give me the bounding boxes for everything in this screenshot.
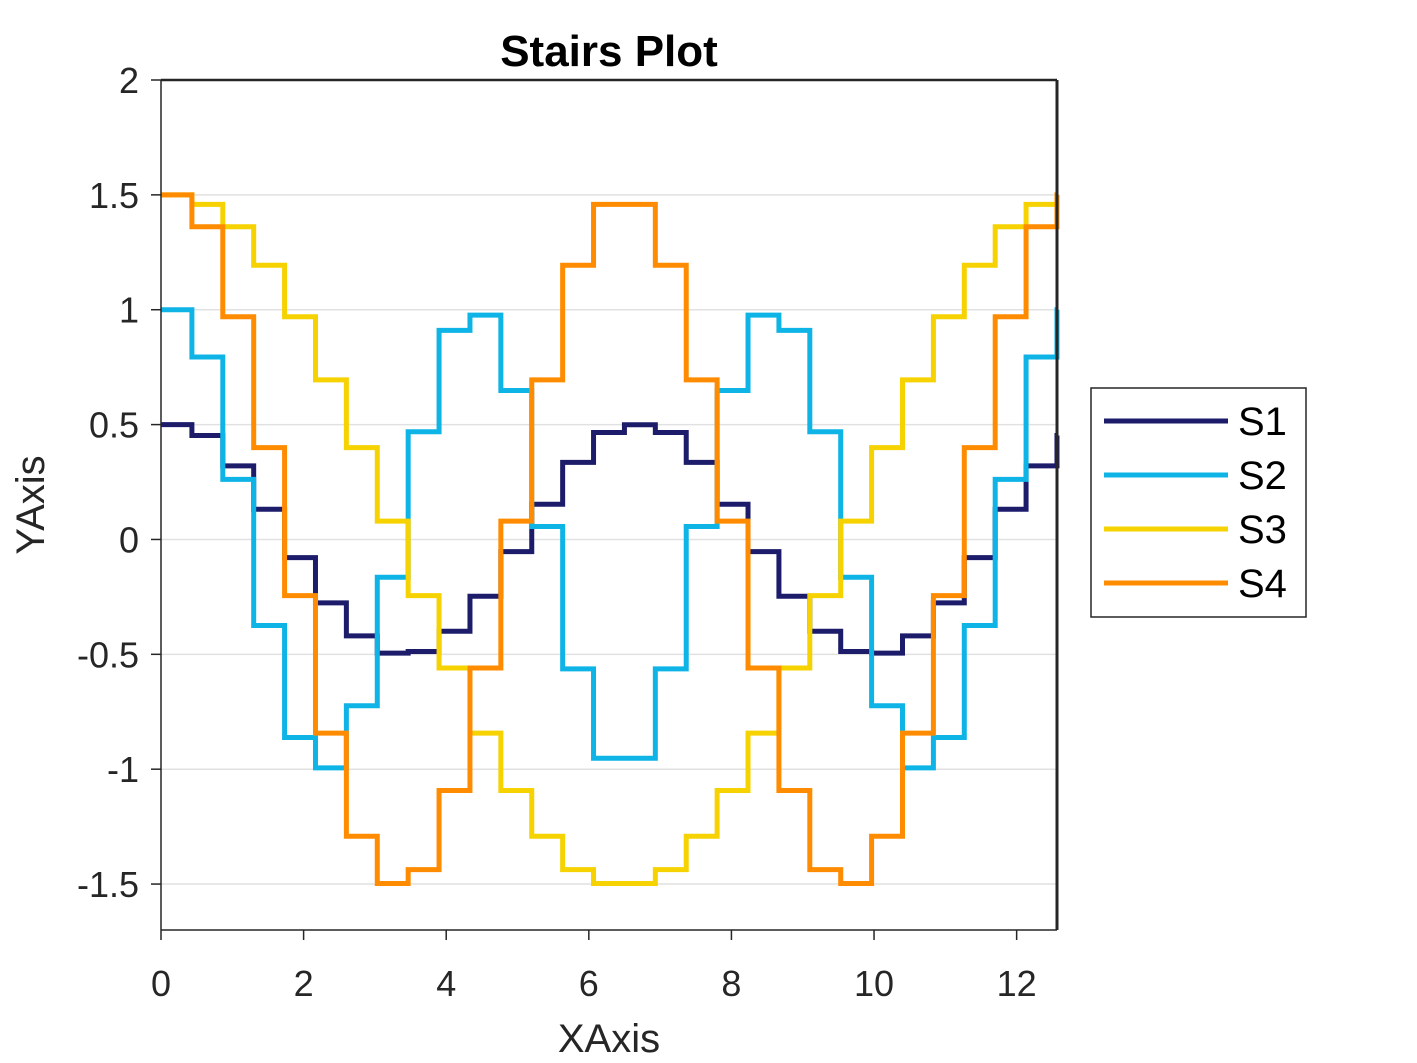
series-group xyxy=(161,192,1060,887)
y-tick-label: 1 xyxy=(119,290,139,331)
x-tick-label: 2 xyxy=(294,963,314,1004)
axes xyxy=(160,78,1059,931)
y-tick-label: 1.5 xyxy=(89,175,139,216)
x-tick-label: 6 xyxy=(579,963,599,1004)
y-axis-label: YAxis xyxy=(9,455,53,554)
series-s3-line xyxy=(161,192,1060,887)
tick-labels: 0 2 4 6 8 10 12 -1.5 -1 -0.5 0 0.5 1 1.5 2 xyxy=(77,60,1037,1004)
legend-label-s3: S3 xyxy=(1238,508,1287,552)
y-tick-label: 0 xyxy=(119,519,139,560)
y-tick-label: -1 xyxy=(107,749,139,790)
series-s4-line xyxy=(161,192,1060,887)
x-tick-label: 10 xyxy=(854,963,894,1004)
x-tick-label: 4 xyxy=(436,963,456,1004)
y-tick-label: -1.5 xyxy=(77,864,139,905)
legend-label-s1: S1 xyxy=(1238,400,1287,444)
x-axis-label: XAxis xyxy=(558,1017,660,1061)
chart-title: Stairs Plot xyxy=(500,27,718,76)
legend: S1 S2 S3 S4 xyxy=(1090,387,1307,618)
y-tick-label: 2 xyxy=(119,60,139,101)
x-tick-label: 0 xyxy=(151,963,171,1004)
x-tick-label: 8 xyxy=(721,963,741,1004)
y-tick-label: 0.5 xyxy=(89,405,139,446)
x-tick-label: 12 xyxy=(997,963,1037,1004)
legend-box xyxy=(1090,387,1307,618)
legend-label-s2: S2 xyxy=(1238,454,1287,498)
y-tick-label: -0.5 xyxy=(77,634,139,675)
legend-label-s4: S4 xyxy=(1238,562,1287,606)
series-s2-line xyxy=(161,307,1060,771)
